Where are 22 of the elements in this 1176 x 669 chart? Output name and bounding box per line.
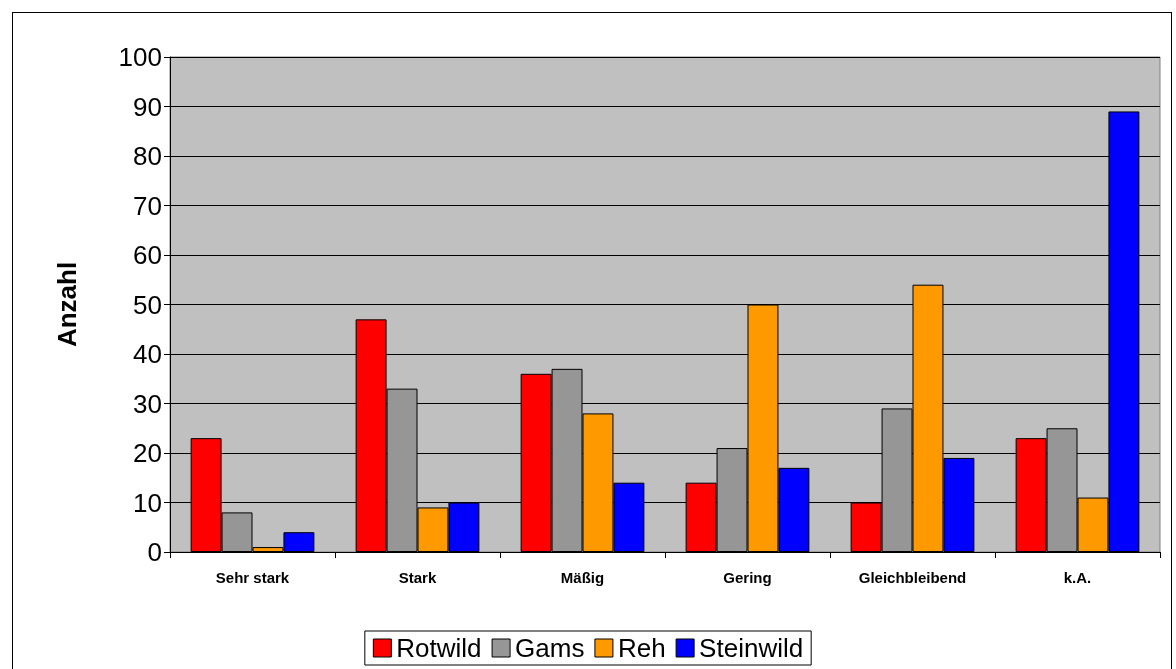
y-tick-label: 70 <box>133 190 162 221</box>
legend-label: Rotwild <box>396 633 482 663</box>
y-axis-title: Anzahl <box>52 261 82 348</box>
y-tick-label: 100 <box>118 42 162 72</box>
y-tick-label: 40 <box>133 339 162 369</box>
x-tick-label: Gleichbleibend <box>858 569 967 586</box>
x-tick-label: Mäßig <box>560 569 605 586</box>
y-tick-label: 10 <box>133 487 162 518</box>
y-tick-label: 20 <box>133 438 162 468</box>
y-tick-label: 50 <box>133 289 162 320</box>
y-tick-label: 30 <box>133 388 162 419</box>
x-tick-label: Gering <box>723 569 772 586</box>
x-tick-label: Sehr stark <box>215 569 290 586</box>
legend-label: Reh <box>617 633 666 663</box>
y-tick-label: 90 <box>133 91 162 122</box>
x-tick-label: Stark <box>398 569 437 586</box>
y-tick-label: 60 <box>133 240 162 270</box>
x-tick-label: k.A. <box>1063 569 1092 586</box>
legend-label: Gams <box>515 633 585 663</box>
y-tick-label: 0 <box>147 537 162 567</box>
y-tick-label: 80 <box>133 141 162 171</box>
legend-label: Steinwild <box>699 633 804 663</box>
